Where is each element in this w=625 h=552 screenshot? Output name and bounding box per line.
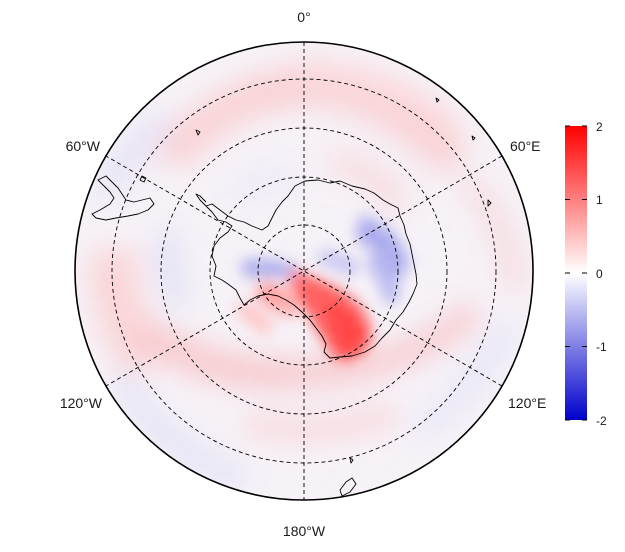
- colorbar-label-0: 0: [596, 267, 603, 281]
- colorbar-label-m2: -2: [596, 414, 607, 428]
- colorbar-ticks: [565, 125, 587, 421]
- island-f: [349, 457, 354, 464]
- island-d: [487, 199, 492, 207]
- meridian-120e-60w: [105, 155, 503, 387]
- meridian-60e-120w: [105, 155, 503, 387]
- colorbar-label-1: 1: [596, 193, 603, 207]
- island-b: [195, 129, 201, 136]
- lon-label-bottom: 180°W: [283, 523, 326, 539]
- map-border: [74, 41, 534, 501]
- colorbar-label-m1: -1: [596, 340, 607, 354]
- lon-label-top: 0°: [297, 9, 310, 25]
- antarctica-coastline: [205, 179, 418, 359]
- anomaly-field: [75, 42, 533, 500]
- colorbar: 2 1 0 -1 -2: [565, 120, 607, 428]
- lon-label-upper-right: 60°E: [510, 138, 541, 154]
- lon-label-lower-right: 120°E: [508, 395, 546, 411]
- longitude-labels: 0° 60°E 120°E 180°W 120°W 60°W: [60, 9, 546, 539]
- coastlines: [91, 97, 492, 497]
- lon-label-lower-left: 120°W: [60, 395, 103, 411]
- island-a: [139, 175, 147, 183]
- south-america-tip: [91, 175, 155, 221]
- colorbar-gradient: [565, 126, 587, 420]
- new-zealand-fragment: [339, 477, 357, 497]
- lon-label-upper-left: 60°W: [66, 138, 101, 154]
- colorbar-label-2: 2: [596, 120, 603, 134]
- island-e: [471, 135, 476, 141]
- antarctic-peninsula: [195, 193, 207, 207]
- island-c: [435, 97, 440, 103]
- graticule: [105, 42, 503, 500]
